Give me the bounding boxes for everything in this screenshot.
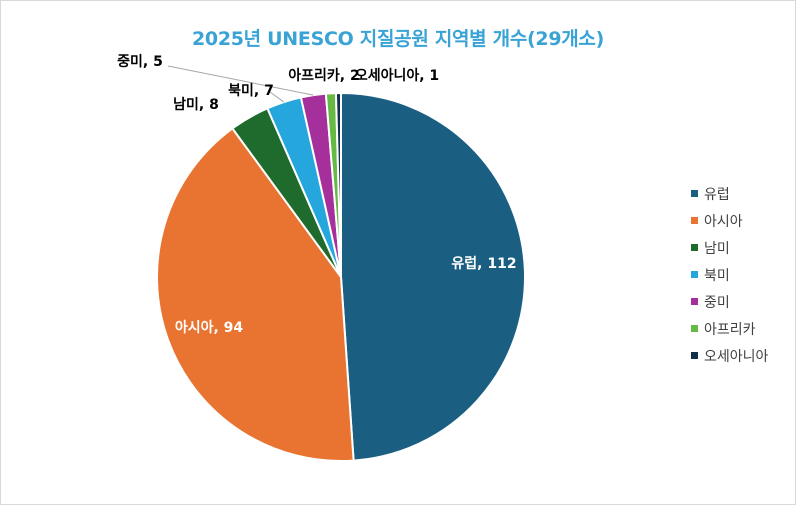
leader-line-4 [269,91,285,103]
data-label-4: 북미, 7 [228,83,274,99]
legend-swatch-5 [691,298,698,305]
legend-swatch-6 [691,325,698,332]
legend-swatch-7 [691,352,698,359]
leader-line-5 [167,65,314,96]
data-label-7: 오세아니아, 1 [355,67,439,84]
data-label-1: 유럽, 112 [451,256,516,272]
legend-label-7: 오세아니아 [704,349,769,365]
data-label-2: 아시아, 94 [175,319,244,336]
legend-label-6: 아프리카 [704,322,756,338]
legend-label-2: 아시아 [704,214,743,230]
pie-slices [156,91,526,462]
data-labels: 유럽, 112 아시아, 94 남미, 8 북미, 7 중미, 5 아프리카, 2오세아니… [117,54,516,336]
chart-title: 2025년 UNESCO 지질공원 지역별 개수(29개소) [192,28,604,50]
pie-slice-1 [340,91,526,462]
legend-label-5: 중미 [704,295,730,311]
pie-slice-2 [156,127,355,462]
data-label-5: 중미, 5 [117,54,163,70]
legend-swatch-2 [691,217,698,224]
legend-swatch-4 [691,271,698,278]
legend-label-4: 북미 [704,268,730,284]
legend-swatch-1 [691,190,698,197]
legend-swatch-3 [691,244,698,251]
leader-lines [167,65,314,103]
legend-label-3: 남미 [704,241,730,257]
data-label-3: 남미, 8 [173,96,219,113]
data-label-6: 아프리카, 2 [288,67,359,84]
legend-label-1: 유럽 [704,187,730,203]
pie-slice-7 [334,91,342,278]
